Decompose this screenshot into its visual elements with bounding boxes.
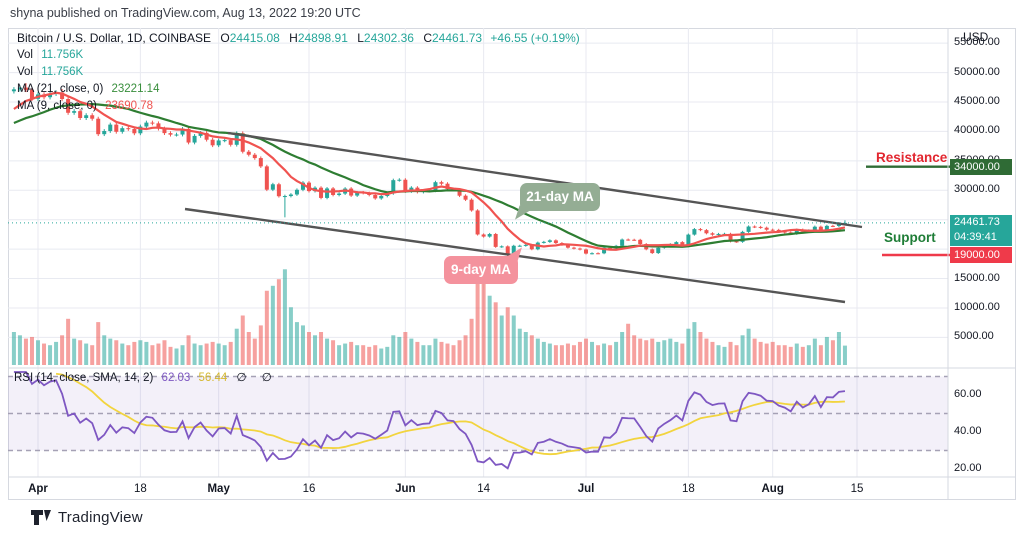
ma21-value: 23221.14 xyxy=(111,83,160,95)
current-price-text: 24461.73 xyxy=(954,216,1000,228)
ma9-legend-row[interactable]: MA (9, close, 0) 23690.78 xyxy=(17,100,153,112)
volume-legend-row-2[interactable]: Vol 11.756K xyxy=(17,66,83,78)
symbol-legend-row[interactable]: Bitcoin / U.S. Dollar, 1D, COINBASE O244… xyxy=(17,31,580,45)
rsi-axis-label: 20.00 xyxy=(954,462,982,474)
ma9-callout-text: 9-day MA xyxy=(450,262,511,277)
ma9-value: 23690.78 xyxy=(105,100,154,112)
price-axis-label: 45000.00 xyxy=(954,95,1000,107)
rsi-label: RSI (14, close, SMA, 14, 2) xyxy=(14,372,154,384)
price-axis-label: 10000.00 xyxy=(954,300,1000,313)
price-axis-label: 30000.00 xyxy=(954,183,1000,196)
price-axis-label: 40000.00 xyxy=(954,124,1000,137)
time-axis-label-aug: Aug xyxy=(761,483,784,495)
close-value: 24461.73 xyxy=(432,31,483,45)
current-price-tag: 24461.73 04:39:41 xyxy=(950,215,1012,246)
resistance-price-text: 34000.00 xyxy=(954,161,1000,173)
rsi-axis-label: 40.00 xyxy=(954,425,982,437)
time-axis-label-apr: Apr xyxy=(28,483,48,495)
time-axis-label-jul: Jul xyxy=(577,483,595,495)
high-value: 24898.91 xyxy=(297,31,348,45)
low-letter: L xyxy=(357,31,364,45)
rsi-legend-row[interactable]: RSI (14, close, SMA, 14, 2) 62.03 56.44 … xyxy=(14,370,278,384)
support-label: Support xyxy=(884,230,936,245)
rsi-hidden-values: ∅ ∅ xyxy=(236,372,278,384)
attribution-text: shyna published on TradingView.com, Aug … xyxy=(10,6,361,20)
rsi-sma-line xyxy=(55,372,845,456)
price-axis-label: 5000.00 xyxy=(954,330,994,343)
time-axis-label-16: 16 xyxy=(302,483,316,495)
trendline-1[interactable] xyxy=(227,131,863,229)
chart-plot-area[interactable] xyxy=(8,28,1016,500)
open-letter: O xyxy=(220,31,230,45)
low-value: 24302.36 xyxy=(363,31,414,45)
time-axis-label-may: May xyxy=(207,483,230,495)
rsi-value: 62.03 xyxy=(161,372,191,384)
volume-label: Vol xyxy=(17,66,33,78)
rsi-line xyxy=(13,371,846,470)
candle-countdown-text: 04:39:41 xyxy=(954,231,997,243)
ma9-line[interactable] xyxy=(13,91,846,251)
volume-legend-row-1[interactable]: Vol 11.756K xyxy=(17,49,83,61)
volume-label: Vol xyxy=(17,49,33,61)
time-axis-label-15: 15 xyxy=(850,483,864,495)
currency-label: USD xyxy=(963,30,989,44)
price-axis-label: 55000.00 xyxy=(954,36,1000,49)
tradingview-logo-icon xyxy=(31,510,51,525)
volume-bars-layer xyxy=(11,265,847,365)
ma21-callout-bubble[interactable]: 21-day MA xyxy=(515,183,600,224)
support-price-tag: 19000.00 xyxy=(950,247,1012,263)
ma21-line[interactable] xyxy=(13,102,846,249)
time-axis-label-18: 18 xyxy=(681,483,695,495)
symbol-title: Bitcoin / U.S. Dollar, 1D, COINBASE xyxy=(17,31,212,45)
resistance-price-tag: 34000.00 xyxy=(950,159,1012,175)
support-price-text: 19000.00 xyxy=(954,249,1000,261)
change-value: +46.55 (+0.19%) xyxy=(490,31,580,45)
tradingview-logo[interactable]: TradingView xyxy=(30,509,143,526)
trendline-2[interactable] xyxy=(184,207,846,304)
ma9-label: MA (9, close, 0) xyxy=(17,100,97,112)
rsi-axis-label: 60.00 xyxy=(954,388,982,400)
ma21-legend-row[interactable]: MA (21, close, 0) 23221.14 xyxy=(17,83,159,95)
high-letter: H xyxy=(289,31,298,45)
price-axis-label: 50000.00 xyxy=(954,65,1000,78)
ma21-callout-text: 21-day MA xyxy=(526,189,594,204)
time-axis-label-jun: Jun xyxy=(395,483,416,495)
time-axis-label-14: 14 xyxy=(477,483,491,495)
resistance-label: Resistance xyxy=(876,150,948,165)
close-letter: C xyxy=(423,31,432,45)
ma21-label: MA (21, close, 0) xyxy=(17,83,104,95)
rsi-sma-value: 56.44 xyxy=(198,372,228,384)
price-axis-label: 15000.00 xyxy=(954,271,1000,284)
time-axis-label-18: 18 xyxy=(133,483,147,495)
volume-value: 11.756K xyxy=(41,49,84,61)
ma9-callout-bubble[interactable]: 9-day MA xyxy=(444,243,522,284)
volume-value: 11.756K xyxy=(41,66,84,78)
open-value: 24415.08 xyxy=(229,31,280,45)
tradingview-logo-text: TradingView xyxy=(58,509,143,526)
grid-layer xyxy=(8,28,948,477)
